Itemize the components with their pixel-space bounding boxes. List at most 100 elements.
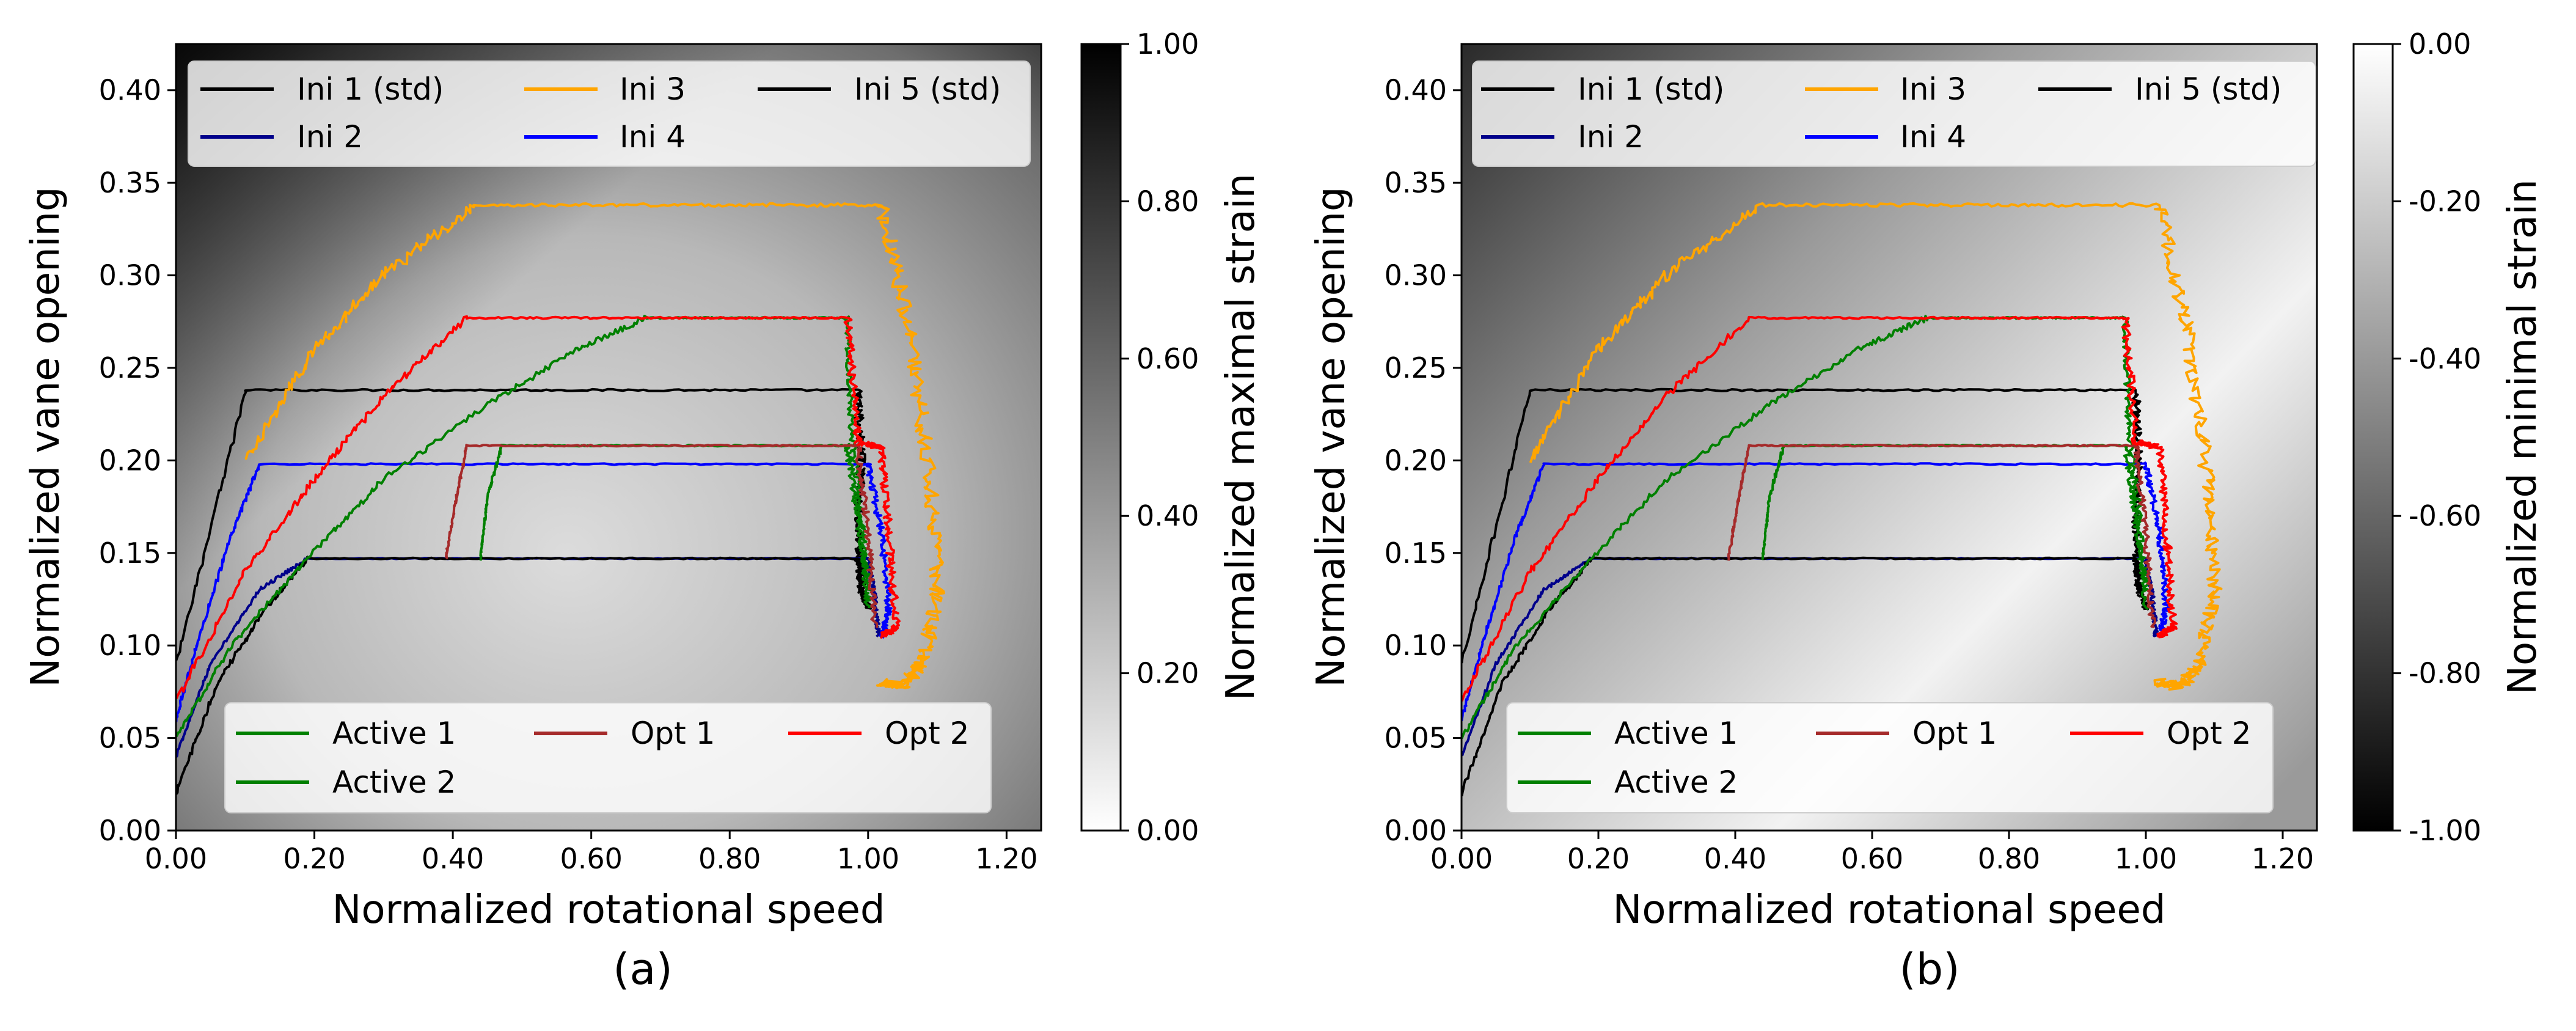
colorbar-tick-label-b-2: -0.60: [2409, 499, 2481, 532]
y-axis-label-a: Normalized vane opening: [23, 186, 68, 687]
legend-bottom-a-frame: [224, 702, 992, 813]
legend-label-b-ini5: Ini 5 (std): [2135, 72, 2281, 107]
colorbar-tick-label-a-2: 0.40: [1136, 499, 1199, 532]
colorbar-a-ticks: 0.00 0.20 0.40 0.60 0.80 1.00: [1121, 28, 1199, 847]
series-line-b-ini-4: [1462, 461, 2170, 722]
y-tick-label-a-3: 0.15: [99, 537, 161, 570]
y-tick-label-b-2: 0.10: [1385, 629, 1447, 662]
y-tick-label-a-8: 0.40: [99, 74, 161, 107]
series-line-a-opt-2: [176, 315, 901, 699]
y-tick-label-b-4: 0.20: [1385, 444, 1447, 477]
y-axis-label-b: Normalized vane opening: [1309, 186, 1354, 687]
colorbar-b-gradient: [2352, 43, 2394, 832]
colorbar-tick-label-b-3: -0.40: [2409, 342, 2481, 375]
y-tick-label-b-7: 0.35: [1385, 166, 1447, 199]
legend-label-b-ini3: Ini 3: [1900, 72, 1966, 107]
panel-b: 0.00 0.20 0.40 0.60 0.80 1.00 1.20 0.00 0.05 0.10…: [1309, 28, 2545, 994]
series-line-a-opt-1: [445, 442, 879, 628]
y-tick-label-a-1: 0.05: [99, 722, 161, 755]
colorbar-tick-label-a-4: 0.80: [1136, 185, 1199, 218]
colorbar-b: -1.00 -0.80 -0.60 -0.40 -0.20 0.00 Normalized…: [2352, 28, 2545, 847]
x-tick-label-a-2: 0.40: [422, 842, 484, 875]
strain-field-b: [1462, 44, 2317, 831]
y-tick-label-a-6: 0.30: [99, 259, 161, 292]
x-tick-label-b-4: 0.80: [1978, 842, 2040, 875]
legend-label-ini1: Ini 1 (std): [297, 72, 444, 107]
legend-label-ini2: Ini 2: [297, 119, 363, 155]
legend-label-b-active1: Active 1: [1614, 716, 1738, 751]
colorbar-tick-label-a-3: 0.60: [1136, 342, 1199, 375]
caption-b: (b): [1899, 944, 1959, 994]
y-tick-label-b-5: 0.25: [1385, 351, 1447, 384]
x-tick-label-a-6: 1.20: [975, 842, 1037, 875]
caption-a: (a): [613, 944, 673, 994]
legend-label-ini3: Ini 3: [620, 72, 686, 107]
legend-label-b-ini4: Ini 4: [1900, 119, 1966, 155]
y-tick-label-a-5: 0.25: [99, 351, 161, 384]
colorbar-tick-label-a-0: 0.00: [1136, 814, 1199, 847]
y-tick-label-a-4: 0.20: [99, 444, 161, 477]
y-tick-label-b-0: 0.00: [1385, 814, 1447, 847]
legend-label-active2: Active 2: [332, 765, 456, 800]
strain-field-a-corner: [176, 44, 1041, 831]
legend-label-active1: Active 1: [332, 716, 456, 751]
x-tick-label-a-0: 0.00: [145, 842, 207, 875]
legend-bottom-b-frame: [1506, 702, 2274, 813]
ticks-a: 0.00 0.20 0.40 0.60 0.80 1.00 1.20 0.00 0.05 0.10…: [99, 74, 1038, 875]
series-line-a-ini-4: [176, 462, 893, 722]
series-line-b-ini-1-std: [1462, 387, 2144, 664]
colorbar-tick-label-b-5: 0.00: [2409, 28, 2471, 61]
y-tick-label-a-0: 0.00: [99, 814, 161, 847]
x-tick-label-b-3: 0.60: [1841, 842, 1903, 875]
colorbar-a-gradient: [1080, 43, 1122, 832]
x-tick-label-b-6: 1.20: [2252, 842, 2314, 875]
x-axis-label-b: Normalized rotational speed: [1613, 887, 2166, 933]
legend-label-opt1: Opt 1: [631, 716, 715, 751]
legend-label-b-ini2: Ini 2: [1578, 119, 1644, 155]
legend-label-b-opt2: Opt 2: [2167, 716, 2251, 751]
y-tick-label-a-7: 0.35: [99, 166, 161, 199]
legend-bottom-a: Active 1 Active 2 Opt 1 Opt 2: [224, 702, 992, 813]
colorbar-b-ticks: -1.00 -0.80 -0.60 -0.40 -0.20 0.00: [2393, 28, 2481, 847]
colorbar-tick-label-b-0: -1.00: [2409, 814, 2481, 847]
legend-label-b-opt1: Opt 1: [1912, 716, 1997, 751]
x-tick-label-a-5: 1.00: [837, 842, 899, 875]
y-tick-label-a-2: 0.10: [99, 629, 161, 662]
colorbar-a-label: Normalized maximal strain: [1218, 174, 1264, 701]
panel-a: 0.00 0.20 0.40 0.60 0.80 1.00 1.20 0.00 0.05 0.10…: [23, 28, 1264, 994]
colorbar-a: 0.00 0.20 0.40 0.60 0.80 1.00 Normalized maxi…: [1080, 28, 1264, 847]
curves-a: [176, 202, 945, 795]
x-tick-label-a-1: 0.20: [283, 842, 345, 875]
legend-label-b-active2: Active 2: [1614, 765, 1738, 800]
legend-top-a: Ini 1 (std) Ini 2 Ini 3 Ini 4 Ini 5 (std…: [188, 61, 1031, 167]
y-tick-label-b-6: 0.30: [1385, 259, 1447, 292]
y-tick-label-b-1: 0.05: [1385, 722, 1447, 755]
axes-frame-a: [175, 43, 1042, 832]
y-tick-label-b-3: 0.15: [1385, 537, 1447, 570]
plot-area-b: [1460, 43, 2318, 832]
series-line-a-ini-3: [244, 202, 945, 689]
plot-area-a: [175, 43, 1042, 832]
y-tick-label-b-8: 0.40: [1385, 74, 1447, 107]
legend-label-ini4: Ini 4: [620, 119, 686, 155]
colorbar-tick-label-b-1: -0.80: [2409, 657, 2481, 690]
series-line-b-opt-2: [1462, 315, 2178, 702]
colorbar-tick-label-b-4: -0.20: [2409, 185, 2481, 218]
x-tick-label-a-4: 0.80: [698, 842, 761, 875]
legend-label-opt2: Opt 2: [885, 716, 969, 751]
curves-b: [1462, 202, 2223, 796]
x-tick-label-b-2: 0.40: [1704, 842, 1766, 875]
x-tick-label-b-5: 1.00: [2115, 842, 2177, 875]
legend-bottom-b: Active 1 Active 2 Opt 1 Opt 2: [1506, 702, 2274, 813]
colorbar-tick-label-a-5: 1.00: [1136, 28, 1199, 61]
legend-label-ini5: Ini 5 (std): [854, 72, 1001, 107]
series-line-b-opt-1: [1727, 444, 2156, 629]
axes-frame-b: [1460, 43, 2318, 832]
x-tick-label-a-3: 0.60: [560, 842, 622, 875]
series-line-b-ini-3: [1529, 202, 2223, 691]
colorbar-tick-label-a-1: 0.20: [1136, 657, 1199, 690]
x-tick-label-b-1: 0.20: [1567, 842, 1630, 875]
x-axis-label-a: Normalized rotational speed: [332, 887, 885, 933]
ticks-b: 0.00 0.20 0.40 0.60 0.80 1.00 1.20 0.00 0.05 0.10…: [1385, 74, 2314, 875]
